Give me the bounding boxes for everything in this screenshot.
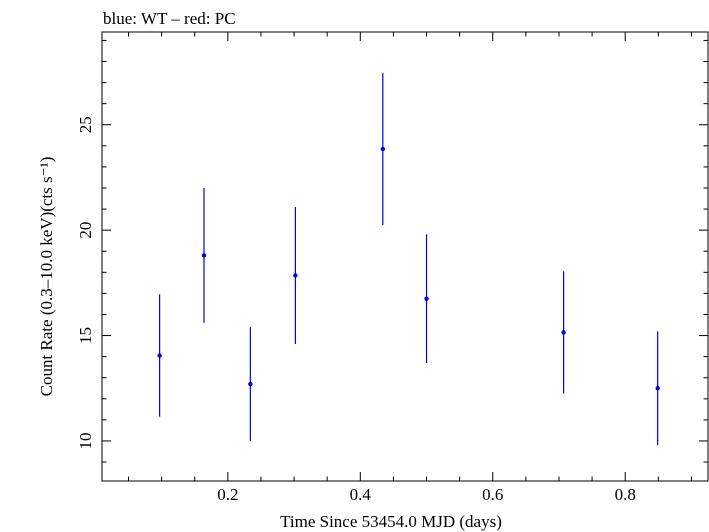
chart-title: blue: WT – red: PC — [103, 9, 236, 28]
data-point — [293, 273, 298, 278]
y-axis-label: Count Rate (0.3–10.0 keV)(cts s⁻¹) — [37, 157, 56, 397]
x-tick-label: 0.2 — [217, 485, 238, 504]
x-tick-label: 0.8 — [615, 485, 636, 504]
data-point — [655, 386, 660, 391]
x-tick-label: 0.4 — [350, 485, 372, 504]
y-tick-label: 15 — [76, 327, 95, 344]
data-point — [201, 253, 207, 258]
plot-frame — [101, 31, 709, 482]
y-tick-label: 25 — [76, 116, 95, 133]
x-tick-label: 0.6 — [482, 485, 503, 504]
y-tick-label: 10 — [76, 432, 95, 449]
data-point — [561, 330, 566, 335]
data-point — [424, 296, 429, 301]
x-axis-label: Time Since 53454.0 MJD (days) — [280, 512, 502, 531]
data-point — [380, 146, 386, 152]
data-point — [157, 353, 162, 358]
y-tick-label: 20 — [76, 222, 95, 239]
data-point — [248, 381, 253, 387]
